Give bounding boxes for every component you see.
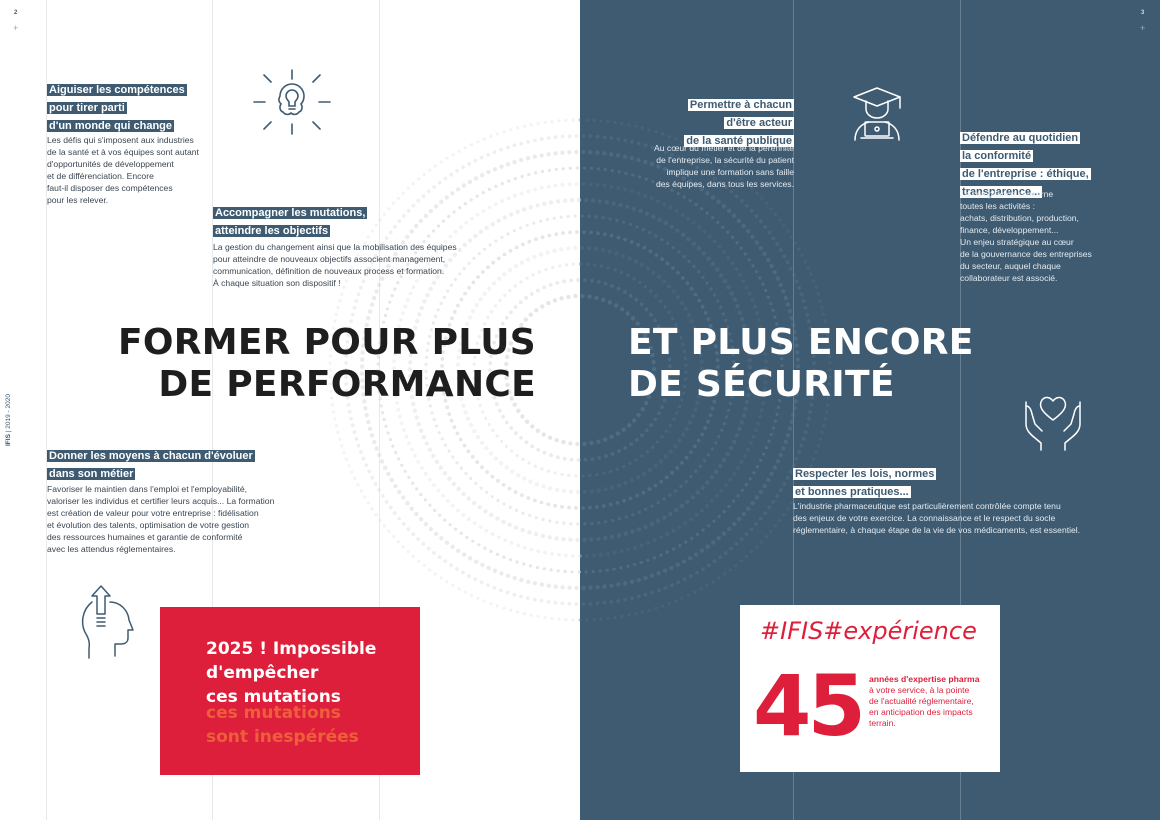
callout-main-text: 2025 ! Impossible d'empêcher ces mutatio… — [206, 639, 377, 707]
side-label-separator: | — [5, 430, 12, 433]
title-line: de la santé publique — [684, 135, 794, 147]
title-line: de l'entreprise : éthique, — [960, 168, 1091, 180]
section-title-compliance: Défendre au quotidien la conformité de l… — [960, 128, 1130, 200]
brain-lightbulb-icon — [253, 69, 331, 135]
column-guide — [379, 0, 380, 820]
page-number-left: 2 — [14, 10, 18, 16]
title-line: pour tirer parti — [47, 102, 127, 114]
headline-security: ET PLUS ENCORE DE SÉCURITÉ — [628, 322, 974, 405]
heart-hands-icon — [1025, 396, 1081, 451]
side-label-years: 2019 - 2020 — [5, 394, 12, 429]
column-guide — [212, 0, 213, 820]
graduate-laptop-icon — [853, 87, 901, 141]
title-line: Permettre à chacun — [687, 99, 794, 111]
section-title-mutations: Accompagner les mutations, atteindre les… — [213, 203, 383, 239]
experience-years-title: années d'expertise pharma — [869, 674, 980, 684]
column-guide — [960, 0, 961, 820]
title-line: Aiguiser les compétences — [47, 84, 187, 96]
section-body-regulations: L'industrie pharmaceutique est particuli… — [793, 501, 1081, 535]
experience-years-number: 45 — [753, 657, 866, 755]
title-line: d'un monde qui change — [47, 120, 175, 132]
title-line: transparence... — [960, 186, 1043, 198]
title-line: d'être acteur — [724, 117, 794, 129]
callout-ghost-text: ces mutations sont inespérées — [206, 703, 359, 747]
plus-mark-right: + — [1140, 23, 1146, 33]
title-line: Accompagner les mutations, — [213, 207, 368, 219]
title-line: Respecter les lois, normes — [793, 468, 937, 480]
headline-performance: FORMER POUR PLUS DE PERFORMANCE — [117, 322, 536, 405]
experience-callout: #IFIS#expérience 45 années d'expertise p… — [740, 605, 1000, 772]
experience-years-description: à votre service, à la pointe de l'actual… — [869, 685, 974, 728]
section-title-public-health: Permettre à chacun d'être acteur de la s… — [640, 95, 794, 149]
title-line: Donner les moyens à chacun d'évoluer — [47, 450, 255, 462]
side-label-brand: IFIS — [5, 434, 12, 446]
title-line: dans son métier — [47, 468, 136, 480]
side-label: IFIS | 2019 - 2020 — [5, 366, 15, 446]
title-line: atteindre les objectifs — [213, 225, 331, 237]
title-line: la conformité — [960, 150, 1034, 162]
section-title-skills: Aiguiser les compétences pour tirer part… — [47, 80, 207, 134]
section-body-skills: Les défis qui s'imposent aux industries … — [47, 135, 199, 205]
mutations-callout: ces mutations sont inespérées 2025 ! Imp… — [160, 607, 420, 775]
section-body-public-health: Au cœur du métier et de la pérennité de … — [654, 143, 794, 189]
section-body-career: Favoriser le maintien dans l'emploi et l… — [47, 484, 275, 554]
plus-mark-left: + — [13, 23, 19, 33]
title-line: Défendre au quotidien — [960, 132, 1081, 144]
column-guide — [46, 0, 47, 820]
section-body-mutations: La gestion du changement ainsi que la mo… — [213, 242, 457, 288]
page-number-right: 3 — [1141, 10, 1145, 16]
head-upload-icon — [81, 585, 134, 659]
section-title-regulations: Respecter les lois, normes et bonnes pra… — [793, 464, 963, 500]
experience-hashtag: #IFIS#expérience — [760, 617, 977, 645]
section-body-compliance: La compliance concerne toutes les activi… — [960, 189, 1092, 283]
title-line: et bonnes pratiques... — [793, 486, 911, 498]
section-title-career: Donner les moyens à chacun d'évoluer dan… — [47, 446, 267, 482]
